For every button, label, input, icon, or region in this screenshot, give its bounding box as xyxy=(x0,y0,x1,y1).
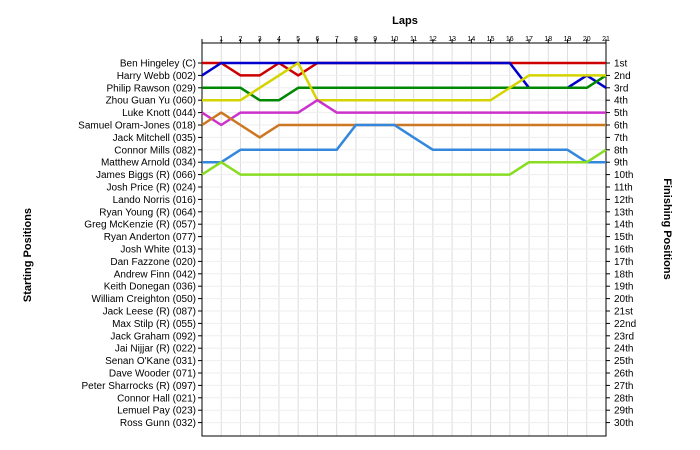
axes xyxy=(198,39,610,437)
lap-tick-label: 3 xyxy=(258,36,262,43)
driver-label: Dan Fazzone (020) xyxy=(110,257,196,268)
driver-label: Andrew Finn (042) xyxy=(114,269,196,280)
finishing-position-labels: 1st2nd3rd4th5th6th7th8th9th10th11th12th1… xyxy=(614,59,636,430)
finishing-position-label: 3rd xyxy=(614,83,628,94)
series-line-4 xyxy=(202,61,606,102)
lap-tick-label: 5 xyxy=(296,36,300,43)
driver-label: Harry Webb (002) xyxy=(117,71,196,82)
lap-tick-label: 11 xyxy=(410,36,417,43)
driver-label: Matthew Arnold (034) xyxy=(101,158,196,169)
lap-tick-labels: 1 2 3 4 5 6 7 8 9 10 11 12 13 14 15 16 17 18 19 20 21 xyxy=(219,36,610,43)
driver-label: Lemuel Pay (023) xyxy=(117,406,196,417)
lap-tick-label: 10 xyxy=(390,36,398,43)
lap-tick-label: 1 xyxy=(219,36,223,43)
finishing-position-label: 23rd xyxy=(614,331,634,342)
lap-tick-label: 8 xyxy=(354,36,358,43)
finishing-position-label: 29th xyxy=(614,406,633,417)
finishing-position-label: 28th xyxy=(614,393,633,404)
finishing-position-label: 9th xyxy=(614,158,628,169)
driver-label: Philip Rawson (029) xyxy=(107,83,197,94)
finishing-position-label: 6th xyxy=(614,121,628,132)
finishing-position-label: 27th xyxy=(614,381,633,392)
lap-tick-label: 13 xyxy=(448,36,456,43)
driver-label: Jack Mitchell (035) xyxy=(113,133,196,144)
finishing-position-label: 18th xyxy=(614,269,633,280)
lap-tick-label: 9 xyxy=(373,36,377,43)
lap-tick-label: 7 xyxy=(335,36,339,43)
finishing-position-label: 4th xyxy=(614,96,628,107)
finishing-position-label: 5th xyxy=(614,108,628,119)
driver-label: Ross Gunn (032) xyxy=(120,418,196,429)
finishing-position-label: 24th xyxy=(614,344,633,355)
finishing-position-label: 7th xyxy=(614,133,628,144)
driver-label: Jack Leese (R) (087) xyxy=(103,307,196,318)
driver-label: Dave Wooder (071) xyxy=(109,369,196,380)
finishing-position-label: 15th xyxy=(614,232,633,243)
driver-label: Max Stilp (R) (055) xyxy=(112,319,196,330)
finishing-position-label: 2nd xyxy=(614,71,631,82)
driver-label: Josh White (013) xyxy=(120,245,196,256)
finishing-position-label: 11th xyxy=(614,183,633,194)
lap-tick-label: 6 xyxy=(315,36,319,43)
finishing-position-label: 1st xyxy=(614,59,628,70)
driver-label: Greg McKenzie (R) (057) xyxy=(84,220,196,231)
finishing-position-label: 21st xyxy=(614,307,633,318)
lap-tick-label: 14 xyxy=(467,36,475,43)
series-line-1 xyxy=(202,61,606,77)
driver-label: Keith Donegan (036) xyxy=(104,282,196,293)
lap-tick-label: 2 xyxy=(239,36,243,43)
finishing-position-label: 12th xyxy=(614,195,633,206)
driver-label: Luke Knott (044) xyxy=(122,108,196,119)
driver-label: Peter Sharrocks (R) (097) xyxy=(82,381,196,392)
lap-tick-label: 15 xyxy=(487,36,495,43)
driver-label: Samuel Oram-Jones (018) xyxy=(78,121,196,132)
lap-tick-label: 20 xyxy=(583,36,591,43)
finishing-position-label: 22nd xyxy=(614,319,636,330)
plot-frame xyxy=(201,42,607,437)
driver-label: Connor Hall (021) xyxy=(117,393,196,404)
finishing-position-label: 20th xyxy=(614,294,633,305)
finishing-position-label: 13th xyxy=(614,207,633,218)
driver-label: Connor Mills (082) xyxy=(114,145,196,156)
finishing-position-label: 10th xyxy=(614,170,633,181)
finishing-position-label: 14th xyxy=(614,220,633,231)
lap-tick-label: 16 xyxy=(506,36,514,43)
series-line-3 xyxy=(202,74,607,102)
driver-labels: Ben Hingeley (C)Harry Webb (002)Philip R… xyxy=(78,59,196,430)
y-axis-title-left: Starting Positions xyxy=(22,208,34,302)
driver-label: Ryan Young (R) (064) xyxy=(99,207,196,218)
driver-label: Senan O'Kane (031) xyxy=(105,356,196,367)
finishing-position-label: 8th xyxy=(614,145,628,156)
grid xyxy=(201,43,607,436)
lap-tick-label: 18 xyxy=(544,36,552,43)
driver-label: Lando Norris (016) xyxy=(113,195,196,206)
finishing-position-label: 16th xyxy=(614,245,633,256)
lap-tick-label: 19 xyxy=(564,36,572,43)
driver-label: Jai Nijjar (R) (022) xyxy=(115,344,196,355)
finishing-position-label: 17th xyxy=(614,257,633,268)
series-line-6 xyxy=(201,111,606,139)
series-line-8 xyxy=(201,148,607,176)
y-axis-title-right: Finishing Positions xyxy=(661,178,673,279)
series-line-7 xyxy=(202,123,606,164)
lap-tick-label: 21 xyxy=(602,36,610,43)
series-line-5 xyxy=(201,98,606,127)
lap-tick-label: 12 xyxy=(429,36,437,43)
driver-label: Jack Graham (092) xyxy=(110,331,196,342)
driver-label: Ben Hingeley (C) xyxy=(120,59,196,70)
driver-label: Zhou Guan Yu (060) xyxy=(106,96,196,107)
finishing-position-label: 25th xyxy=(614,356,633,367)
lap-tick-label: 4 xyxy=(277,36,281,43)
x-axis-title: Laps xyxy=(392,15,418,27)
lap-tick-label: 17 xyxy=(525,36,533,43)
finishing-position-label: 26th xyxy=(614,369,633,380)
driver-label: Ryan Anderton (077) xyxy=(104,232,196,243)
finishing-position-label: 19th xyxy=(614,282,633,293)
driver-label: William Creighton (050) xyxy=(92,294,196,305)
series-lines xyxy=(201,61,607,176)
driver-label: James Biggs (R) (066) xyxy=(96,170,196,181)
finishing-position-label: 30th xyxy=(614,418,633,429)
driver-label: Josh Price (R) (024) xyxy=(107,183,196,194)
